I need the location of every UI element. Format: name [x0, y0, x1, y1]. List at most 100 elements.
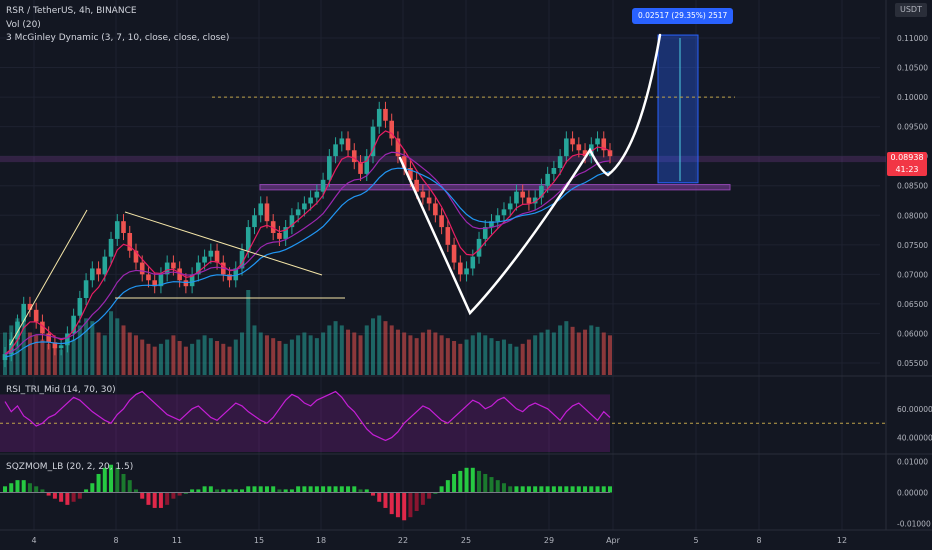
candle-body	[58, 345, 64, 349]
candle-body	[302, 203, 307, 210]
volume-bar	[321, 332, 326, 375]
candle-body	[376, 108, 382, 127]
candle-body	[358, 162, 363, 174]
volume-bar	[601, 332, 606, 375]
ascending-arrow	[9, 209, 88, 346]
candle-body	[476, 238, 482, 257]
volume-bar	[395, 329, 400, 375]
volume-bar	[165, 339, 170, 375]
volume-bar	[477, 332, 482, 375]
candle-body	[90, 268, 95, 281]
momentum-bar	[533, 486, 538, 493]
candle-body	[227, 274, 232, 281]
volume-bar	[314, 338, 319, 375]
volume-bar	[495, 341, 500, 375]
volume-bar	[177, 341, 182, 375]
volume-bar	[264, 335, 269, 375]
candle-body	[33, 309, 39, 322]
momentum-tick-label: 0.01000	[897, 458, 928, 467]
rsi-line	[4, 390, 611, 442]
momentum-bar	[258, 486, 263, 493]
time-tick-label: 15	[254, 536, 264, 545]
momentum-bar	[558, 486, 563, 493]
price-tick-label: 0.06000	[897, 329, 928, 338]
candle-body	[127, 233, 133, 251]
candle-body	[345, 138, 351, 151]
momentum-bar	[402, 492, 407, 521]
candle-body	[564, 138, 569, 157]
volume-bar	[133, 335, 138, 375]
volume-bar	[183, 346, 188, 375]
momentum-bar	[370, 492, 375, 496]
volume-bar	[445, 338, 450, 375]
candle-body	[601, 138, 607, 151]
volume-bar	[52, 346, 57, 375]
candle-body	[445, 227, 451, 245]
momentum-bar	[146, 492, 151, 505]
candle-body	[327, 156, 332, 180]
momentum-bar	[452, 473, 457, 493]
momentum-bar	[339, 486, 344, 493]
candle-body	[133, 250, 139, 263]
mcginley-mid-line	[4, 151, 611, 355]
candle-body	[289, 215, 295, 228]
momentum-bar	[77, 492, 82, 499]
momentum-bar	[21, 480, 26, 493]
momentum-bar	[458, 470, 463, 493]
candle-body	[408, 168, 413, 180]
volume-bar	[221, 343, 226, 375]
momentum-bar	[420, 492, 425, 505]
volume-bar	[90, 321, 95, 375]
volume-bar	[608, 335, 612, 375]
momentum-bar	[59, 492, 64, 502]
volume-bar	[402, 332, 407, 375]
volume-bar	[302, 332, 307, 375]
volume-bar	[127, 332, 132, 375]
momentum-bar	[34, 486, 39, 493]
time-tick-label: 11	[172, 536, 182, 545]
volume-bar	[489, 338, 494, 375]
candle-body	[252, 215, 257, 228]
candle-body	[196, 262, 201, 275]
candle-body	[208, 250, 214, 257]
volume-bar	[539, 332, 544, 375]
candle-body	[414, 179, 419, 192]
momentum-bar	[3, 486, 7, 493]
volume-bar	[109, 311, 114, 375]
candle-body	[582, 150, 588, 157]
volume-bar	[215, 341, 220, 375]
candle-body	[501, 209, 507, 216]
momentum-tick-label: -0.01000	[897, 519, 931, 528]
time-tick-label: 18	[316, 536, 326, 545]
rsi-indicator-label: RSI_TRI_Mid (14, 70, 30)	[6, 385, 116, 395]
candle-body	[171, 262, 176, 269]
volume-bar	[576, 332, 581, 375]
currency-badge[interactable]: USDT	[895, 3, 927, 17]
volume-bar	[252, 325, 257, 375]
candle-body	[27, 303, 33, 310]
volume-bar	[71, 339, 76, 375]
volume-bar	[352, 332, 357, 375]
momentum-bar	[15, 480, 20, 493]
time-tick-label: 25	[461, 536, 471, 545]
momentum-bar	[65, 492, 70, 505]
time-tick-label: 8	[113, 536, 118, 545]
volume-bar	[65, 343, 70, 375]
candle-body	[389, 120, 395, 139]
momentum-bar	[283, 489, 288, 493]
momentum-bar	[271, 486, 276, 493]
candle-body	[395, 138, 401, 157]
momentum-bar	[27, 483, 32, 493]
mcginley-indicator-label: 3 McGinley Dynamic (3, 7, 10, close, clo…	[6, 33, 230, 43]
momentum-bar	[389, 492, 394, 515]
momentum-indicator-label: SQZMOM_LB (20, 2, 20, 1.5)	[6, 462, 134, 472]
candle-body	[489, 221, 494, 228]
candle-body	[114, 221, 120, 239]
volume-indicator-label: Vol (20)	[6, 20, 41, 30]
momentum-bar	[520, 486, 525, 493]
candle-body	[270, 221, 276, 233]
momentum-bar	[539, 486, 544, 493]
momentum-bar	[289, 489, 294, 493]
support-zone	[259, 184, 731, 191]
